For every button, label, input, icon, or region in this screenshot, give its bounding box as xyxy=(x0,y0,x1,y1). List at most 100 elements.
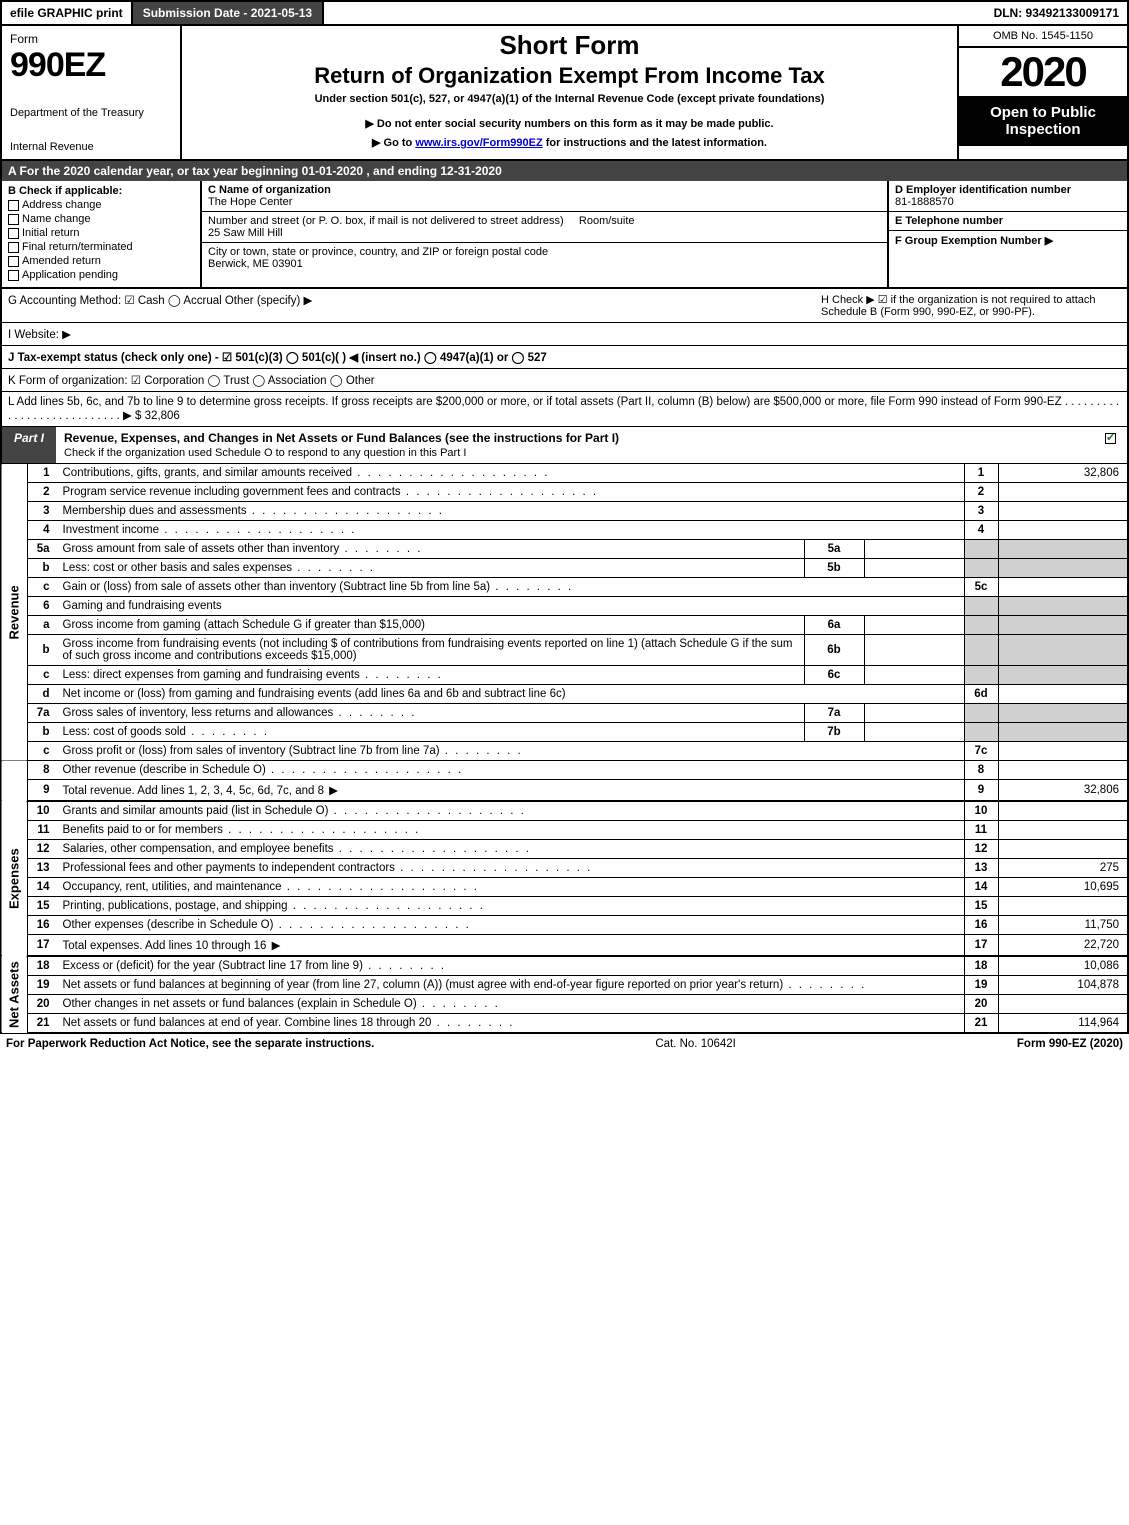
side-revenue: Revenue xyxy=(1,464,28,761)
line-num: 11 xyxy=(28,821,58,840)
table-row: 2 Program service revenue including gove… xyxy=(1,483,1128,502)
checkbox-icon xyxy=(8,242,19,253)
sub-val xyxy=(864,704,964,723)
line-desc: Gross profit or (loss) from sales of inv… xyxy=(58,742,965,761)
arrow-icon xyxy=(266,940,282,952)
line-num: 9 xyxy=(28,780,58,802)
sub-val xyxy=(864,723,964,742)
col-val xyxy=(998,685,1128,704)
table-row: 17 Total expenses. Add lines 10 through … xyxy=(1,935,1128,957)
table-row: 9 Total revenue. Add lines 1, 2, 3, 4, 5… xyxy=(1,780,1128,802)
desc-text: Professional fees and other payments to … xyxy=(63,862,593,874)
table-row: 14 Occupancy, rent, utilities, and maint… xyxy=(1,878,1128,897)
col-num xyxy=(964,559,998,578)
line-g-h: G Accounting Method: ☑ Cash ◯ Accrual Ot… xyxy=(0,289,1129,323)
part1-title: Revenue, Expenses, and Changes in Net As… xyxy=(56,427,1097,463)
ein-val: 81-1888570 xyxy=(895,196,954,208)
room-label: Room/suite xyxy=(579,215,635,227)
desc-text: Other changes in net assets or fund bala… xyxy=(63,998,500,1010)
table-row: 21 Net assets or fund balances at end of… xyxy=(1,1014,1128,1034)
desc-text: Gross profit or (loss) from sales of inv… xyxy=(63,745,523,757)
box-b-title: B Check if applicable: xyxy=(8,185,194,197)
col-val: 104,878 xyxy=(998,976,1128,995)
table-row: c Gain or (loss) from sale of assets oth… xyxy=(1,578,1128,597)
col-num: 2 xyxy=(964,483,998,502)
f-label: F Group Exemption Number ▶ xyxy=(895,235,1053,247)
table-row: 7a Gross sales of inventory, less return… xyxy=(1,704,1128,723)
box-b: B Check if applicable: Address change Na… xyxy=(2,181,202,287)
chk-label: Initial return xyxy=(22,227,79,239)
part1-tag: Part I xyxy=(2,427,56,463)
col-val: 22,720 xyxy=(998,935,1128,957)
line-num: 21 xyxy=(28,1014,58,1034)
desc-text: Benefits paid to or for members xyxy=(63,824,421,836)
sub-num: 5b xyxy=(804,559,864,578)
line-num: 16 xyxy=(28,916,58,935)
sub-val xyxy=(864,635,964,666)
line-num: 1 xyxy=(28,464,58,483)
line-num: 20 xyxy=(28,995,58,1014)
chk-pending: Application pending xyxy=(8,269,194,281)
table-row: 13 Professional fees and other payments … xyxy=(1,859,1128,878)
line-desc: Net assets or fund balances at beginning… xyxy=(58,976,965,995)
phone-row: E Telephone number xyxy=(889,212,1127,231)
col-val xyxy=(998,540,1128,559)
col-val xyxy=(998,761,1128,780)
col-num xyxy=(964,540,998,559)
goto-post: for instructions and the latest informat… xyxy=(543,137,767,149)
checkbox-icon xyxy=(8,214,19,225)
desc-text: Net assets or fund balances at end of ye… xyxy=(63,1017,515,1029)
line-num: 7a xyxy=(28,704,58,723)
ssn-warning: ▶ Do not enter social security numbers o… xyxy=(192,117,947,130)
table-row: 11 Benefits paid to or for members 11 xyxy=(1,821,1128,840)
line-num: 4 xyxy=(28,521,58,540)
chk-label: Application pending xyxy=(22,269,118,281)
desc-text: Gross sales of inventory, less returns a… xyxy=(63,707,417,719)
col-val xyxy=(998,840,1128,859)
city-label: City or town, state or province, country… xyxy=(208,246,548,258)
sub-val xyxy=(864,616,964,635)
line-desc: Gain or (loss) from sale of assets other… xyxy=(58,578,965,597)
footer-right: Form 990-EZ (2020) xyxy=(1017,1038,1123,1050)
box-d: D Employer identification number 81-1888… xyxy=(887,181,1127,287)
col-val: 32,806 xyxy=(998,464,1128,483)
line-num: a xyxy=(28,616,58,635)
sub-num: 6c xyxy=(804,666,864,685)
line-desc: Other changes in net assets or fund bala… xyxy=(58,995,965,1014)
line-num: 5a xyxy=(28,540,58,559)
col-val xyxy=(998,821,1128,840)
side-expenses: Expenses xyxy=(1,801,28,956)
info-block: B Check if applicable: Address change Na… xyxy=(0,181,1129,289)
col-num: 1 xyxy=(964,464,998,483)
addr-val: 25 Saw Mill Hill xyxy=(208,227,283,239)
col-num: 16 xyxy=(964,916,998,935)
chk-name: Name change xyxy=(8,213,194,225)
line-num: 14 xyxy=(28,878,58,897)
under-section: Under section 501(c), 527, or 4947(a)(1)… xyxy=(192,93,947,105)
col-num: 15 xyxy=(964,897,998,916)
desc-text: Less: direct expenses from gaming and fu… xyxy=(63,669,443,681)
desc-text: Membership dues and assessments xyxy=(63,505,445,517)
col-val: 11,750 xyxy=(998,916,1128,935)
line-num: 13 xyxy=(28,859,58,878)
header-center: Short Form Return of Organization Exempt… xyxy=(182,26,957,159)
sub-num: 6a xyxy=(804,616,864,635)
col-val xyxy=(998,559,1128,578)
table-row: b Less: cost or other basis and sales ex… xyxy=(1,559,1128,578)
desc-text: Occupancy, rent, utilities, and maintena… xyxy=(63,881,479,893)
line-desc: Investment income xyxy=(58,521,965,540)
header-left: Form 990EZ Department of the Treasury In… xyxy=(2,26,182,159)
chk-final: Final return/terminated xyxy=(8,241,194,253)
line-num: 19 xyxy=(28,976,58,995)
checkbox-icon xyxy=(8,256,19,267)
desc-text: Printing, publications, postage, and shi… xyxy=(63,900,485,912)
table-row: 4 Investment income 4 xyxy=(1,521,1128,540)
line-num: 2 xyxy=(28,483,58,502)
line-desc: Gross amount from sale of assets other t… xyxy=(58,540,805,559)
irs-link[interactable]: www.irs.gov/Form990EZ xyxy=(415,137,542,149)
col-val xyxy=(998,723,1128,742)
col-val xyxy=(998,483,1128,502)
submission-date: Submission Date - 2021-05-13 xyxy=(133,2,324,24)
line-i: I Website: ▶ xyxy=(0,323,1129,346)
line-desc: Benefits paid to or for members xyxy=(58,821,965,840)
